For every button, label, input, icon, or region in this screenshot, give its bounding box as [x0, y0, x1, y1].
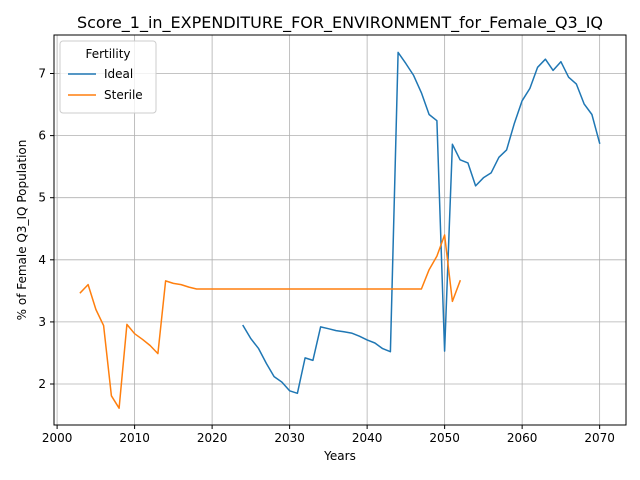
series-line-sterile: [79, 234, 462, 409]
x-tick-label: 2010: [119, 431, 150, 445]
x-tick-label: 2060: [507, 431, 538, 445]
y-tick-label: 6: [38, 129, 46, 143]
y-tick-label: 7: [38, 67, 46, 81]
x-axis-ticks: 2000 2010 2020 2030 2040 2050 2060 2070: [42, 425, 615, 445]
grid-lines: [54, 35, 626, 425]
legend-label-ideal: Ideal: [104, 67, 133, 81]
x-tick-label: 2020: [197, 431, 228, 445]
legend-label-sterile: Sterile: [104, 88, 143, 102]
x-axis-label: Years: [323, 449, 356, 463]
series-lines: [79, 51, 601, 409]
plot-frame: [53, 34, 627, 426]
x-tick-label: 2070: [584, 431, 615, 445]
x-tick-label: 2000: [42, 431, 73, 445]
x-tick-label: 2040: [352, 431, 383, 445]
legend: Fertility Ideal Sterile: [59, 40, 157, 114]
legend-entries: Ideal Sterile: [68, 67, 143, 102]
y-axis-ticks: 2 3 4 5 6 7: [38, 67, 54, 391]
y-tick-label: 3: [38, 315, 46, 329]
y-tick-label: 4: [38, 253, 46, 267]
x-tick-label: 2050: [429, 431, 460, 445]
series-line-ideal: [242, 51, 601, 395]
x-tick-label: 2030: [274, 431, 305, 445]
y-axis-label: % of Female Q3_IQ Population: [15, 140, 29, 321]
chart-title: Score_1_in_EXPENDITURE_FOR_ENVIRONMENT_f…: [77, 13, 603, 33]
legend-title: Fertility: [85, 47, 130, 61]
y-tick-label: 2: [38, 377, 46, 391]
y-tick-label: 5: [38, 191, 46, 205]
